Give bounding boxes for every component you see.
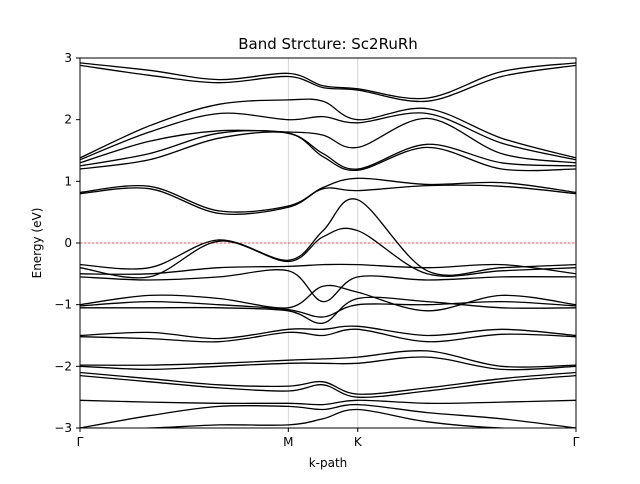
band-line-13: [80, 269, 576, 303]
band-line-18: [80, 328, 576, 343]
band-line-4: [80, 112, 576, 161]
y-tick-label: −2: [54, 359, 72, 373]
band-line-3: [80, 98, 576, 159]
band-line-23: [80, 399, 576, 406]
x-tick-label: Γ: [77, 435, 84, 449]
y-tick-label: 1: [64, 174, 72, 188]
band-line-20: [80, 356, 576, 371]
y-axis-label: Energy (eV): [30, 208, 44, 279]
band-line-11: [80, 227, 576, 279]
band-line-22: [80, 374, 576, 398]
x-tick-label: M: [283, 435, 293, 449]
y-tick-label: −3: [54, 421, 72, 435]
band-line-25: [80, 408, 576, 428]
x-tick-label: K: [354, 435, 363, 449]
band-line-10: [80, 198, 576, 276]
band-line-6: [80, 130, 576, 170]
band-line-16: [80, 296, 576, 324]
band-series: [80, 62, 576, 428]
band-line-14: [80, 284, 576, 312]
band-line-8: [80, 177, 576, 213]
band-line-15: [80, 300, 576, 318]
y-axis-ticks: −3 −2 −1 0 1 2 3: [54, 51, 80, 435]
band-line-24: [80, 403, 576, 428]
band-line-7: [80, 131, 576, 172]
band-line-19: [80, 350, 576, 368]
y-tick-label: 2: [64, 113, 72, 127]
band-line-12: [80, 263, 576, 275]
chart-title: Band Strcture: Sc2RuRh: [238, 35, 418, 53]
band-line-21: [80, 371, 576, 395]
band-line-5: [80, 117, 576, 164]
band-line-9: [80, 184, 576, 215]
y-tick-label: 0: [64, 236, 72, 250]
band-line-1: [80, 62, 576, 100]
x-axis-label: k-path: [309, 456, 348, 470]
band-line-2: [80, 64, 576, 103]
x-tick-label: Γ: [573, 435, 580, 449]
y-tick-label: 3: [64, 51, 72, 65]
band-line-17: [80, 325, 576, 340]
y-tick-label: −1: [54, 298, 72, 312]
